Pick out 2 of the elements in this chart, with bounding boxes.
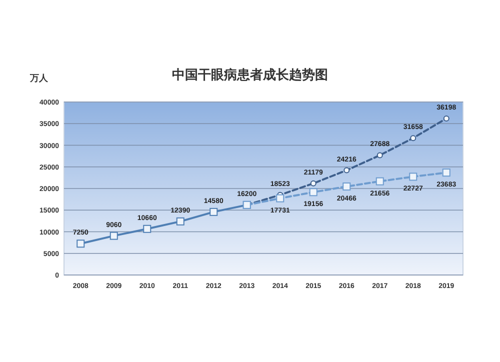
y-axis-title: 万人	[29, 73, 49, 83]
chart-title: 中国干眼病患者成长趋势图	[172, 67, 328, 82]
